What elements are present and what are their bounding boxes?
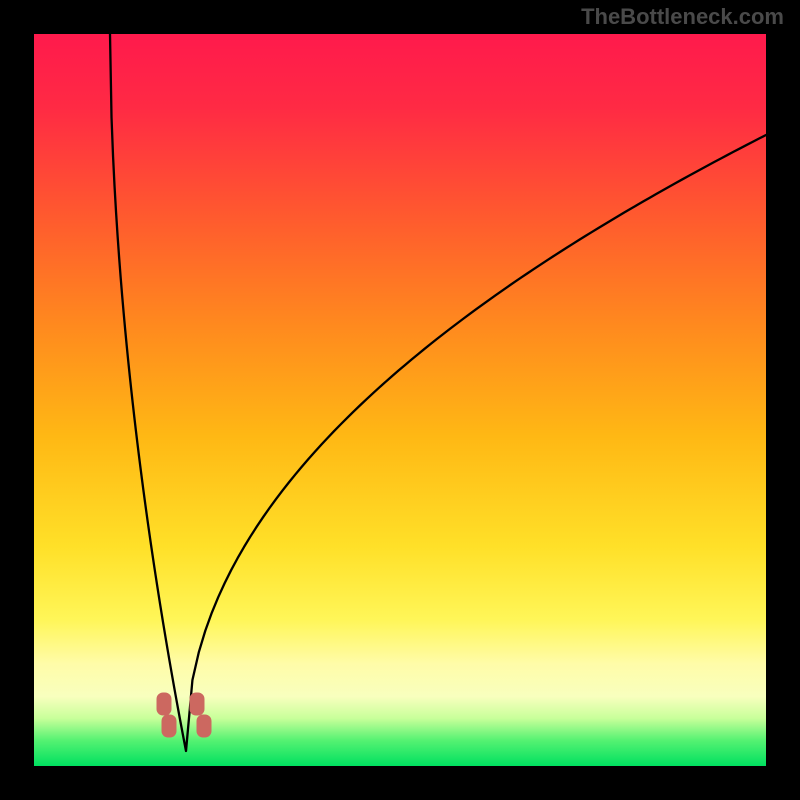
curve-marker (190, 693, 204, 715)
curve-marker (197, 715, 211, 737)
watermark-text: TheBottleneck.com (581, 4, 784, 30)
bottleneck-chart (0, 0, 800, 800)
curve-marker (162, 715, 176, 737)
plot-background (34, 34, 766, 766)
curve-marker (157, 693, 171, 715)
chart-container: TheBottleneck.com (0, 0, 800, 800)
